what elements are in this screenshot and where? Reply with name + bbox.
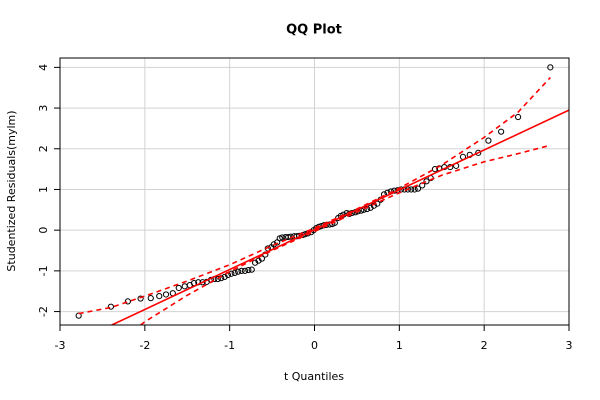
- x-tick-label: 3: [566, 339, 573, 352]
- point: [181, 283, 188, 290]
- y-tick-label: -2: [37, 306, 50, 317]
- x-tick-label: -1: [224, 339, 235, 352]
- plot-frame: [59, 57, 570, 326]
- point: [431, 166, 439, 173]
- point: [107, 303, 115, 310]
- y-tick-label: 4: [37, 64, 50, 71]
- y-tick-label: 3: [37, 105, 50, 112]
- point: [475, 149, 482, 156]
- x-tick-label: -3: [55, 339, 66, 352]
- reference-line: [111, 109, 569, 325]
- point: [241, 267, 249, 274]
- y-tick-label: 1: [37, 186, 50, 193]
- point: [279, 234, 286, 241]
- point: [248, 266, 255, 273]
- y-axis-label: Studentized Residuals(mylm): [5, 110, 18, 271]
- x-tick-label: -2: [139, 339, 150, 352]
- x-tick-label: 2: [481, 339, 488, 352]
- point: [235, 268, 242, 275]
- point: [228, 270, 235, 277]
- point: [245, 266, 252, 274]
- point: [414, 185, 422, 192]
- x-tick-label: 1: [396, 339, 403, 352]
- point: [175, 284, 182, 292]
- point: [238, 267, 245, 274]
- x-tick-label: 0: [311, 339, 318, 352]
- point: [124, 298, 131, 305]
- y-tick-label: 2: [37, 145, 50, 152]
- confidence-band: [140, 145, 548, 325]
- point: [485, 137, 492, 144]
- point: [199, 279, 206, 286]
- point: [498, 128, 505, 135]
- point: [214, 275, 221, 283]
- y-tick-label: 0: [37, 227, 50, 234]
- point: [156, 293, 163, 300]
- point: [547, 64, 554, 71]
- point: [137, 295, 144, 302]
- point: [231, 269, 238, 277]
- x-axis-label: t Quantiles: [284, 370, 344, 383]
- point: [162, 291, 170, 298]
- y-tick-label: -1: [37, 265, 50, 276]
- point: [515, 113, 522, 121]
- chart-title: QQ Plot: [286, 23, 342, 38]
- confidence-band: [78, 76, 551, 315]
- point: [423, 178, 430, 185]
- point: [147, 295, 154, 302]
- point: [276, 235, 283, 242]
